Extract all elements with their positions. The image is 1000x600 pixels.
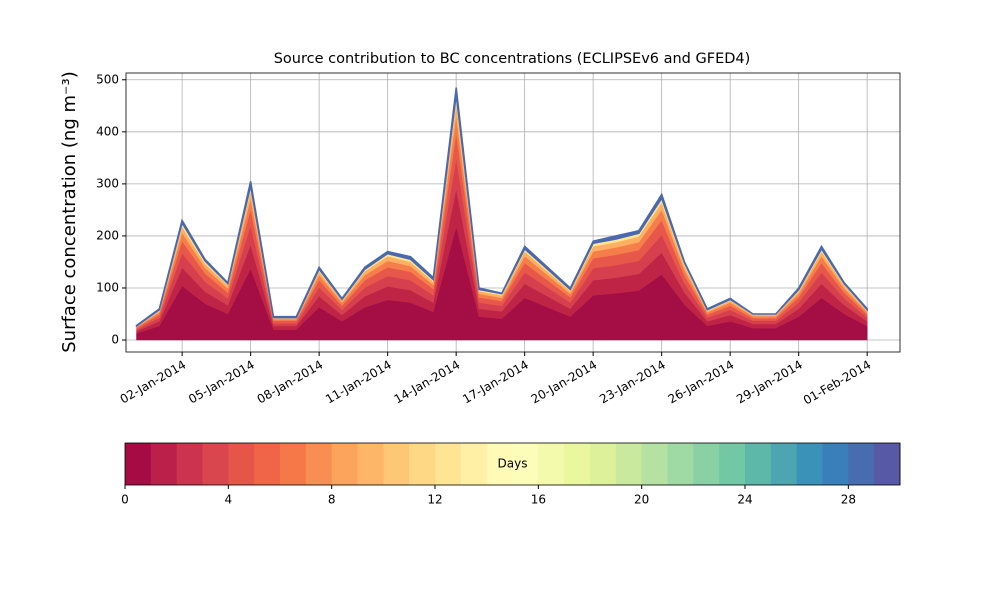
- colorbar-bin: [150, 443, 178, 485]
- colorbar-bin: [486, 443, 513, 485]
- colorbar-bin: [796, 443, 823, 485]
- colorbar-tick-label: 20: [634, 493, 649, 507]
- y-tick-label: 200: [96, 228, 119, 242]
- colorbar-bin: [770, 443, 798, 485]
- x-tick-label: 17-Jan-2014: [460, 358, 531, 407]
- x-tick-label: 29-Jan-2014: [734, 358, 805, 407]
- colorbar-bin: [615, 443, 643, 485]
- x-tick-label: 26-Jan-2014: [666, 358, 737, 407]
- y-tick-label: 500: [96, 72, 119, 86]
- colorbar-bin: [202, 443, 229, 485]
- colorbar-bin: [409, 443, 436, 485]
- colorbar-tick-label: 16: [531, 493, 546, 507]
- colorbar-tick-label: 12: [427, 493, 442, 507]
- colorbar-tick-label: 4: [225, 493, 233, 507]
- x-tick-label: 05-Jan-2014: [186, 358, 257, 407]
- colorbar-bin: [125, 443, 152, 485]
- colorbar-bin: [254, 443, 281, 485]
- y-tick-label: 0: [111, 333, 119, 347]
- colorbar-bin: [383, 443, 410, 485]
- area-layer: [135, 87, 868, 328]
- colorbar-bin: [667, 443, 694, 485]
- colorbar-bin: [538, 443, 565, 485]
- colorbar-bin: [280, 443, 307, 485]
- colorbar-label: Days: [498, 457, 528, 471]
- colorbar-bin: [641, 443, 668, 485]
- colorbar-tick-label: 28: [841, 493, 856, 507]
- colorbar-bin: [512, 443, 539, 485]
- colorbar-tick-label: 24: [737, 493, 752, 507]
- colorbar-bin: [331, 443, 358, 485]
- x-tick-label: 11-Jan-2014: [323, 358, 394, 407]
- x-tick-label: 14-Jan-2014: [392, 358, 463, 407]
- x-tick-label: 08-Jan-2014: [255, 358, 326, 407]
- colorbar-bin: [564, 443, 591, 485]
- colorbar-bin: [228, 443, 255, 485]
- y-axis-label: Surface concentration (ng m⁻³): [59, 71, 80, 353]
- x-tick-label: 20-Jan-2014: [529, 358, 600, 407]
- chart-title: Source contribution to BC concentrations…: [274, 51, 751, 67]
- colorbar-bin: [745, 443, 772, 485]
- colorbar-bin: [719, 443, 746, 485]
- plot-frame: [125, 72, 901, 353]
- colorbar-bin: [435, 443, 462, 485]
- colorbar-bin: [305, 443, 333, 485]
- y-tick-label: 400: [96, 124, 119, 138]
- colorbar-bin: [590, 443, 617, 485]
- colorbar-tick-label: 8: [328, 493, 336, 507]
- colorbar-bin: [693, 443, 720, 485]
- colorbar-bin: [822, 443, 849, 485]
- colorbar-bin: [176, 443, 203, 485]
- y-tick-label: 300: [96, 176, 119, 190]
- colorbar-bin: [460, 443, 488, 485]
- colorbar-bin: [357, 443, 384, 485]
- colorbar-frame: [124, 442, 901, 486]
- x-tick-label: 23-Jan-2014: [597, 358, 668, 407]
- colorbar-bin: [874, 443, 901, 485]
- y-tick-label: 100: [96, 280, 119, 294]
- x-tick-label: 01-Feb-2014: [801, 358, 874, 408]
- colorbar-bin: [848, 443, 875, 485]
- x-tick-label: 02-Jan-2014: [118, 358, 189, 407]
- colorbar-tick-label: 0: [121, 493, 129, 507]
